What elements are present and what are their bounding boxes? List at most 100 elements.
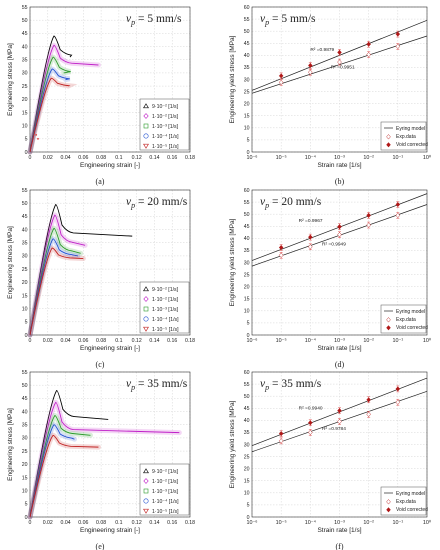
legend-entry: Void corrected [396, 507, 428, 513]
x-tick-label: 10⁻⁵ [276, 338, 287, 344]
panel-a: 0 0.02 0.04 0.06 0.08 0.1 0.12 0.14 0.16 0.18 0 5 10… [7, 5, 195, 186]
legend-entry: 1·10⁻⁵ [1/s] [152, 509, 179, 515]
y-tick-label: 15 [244, 114, 250, 120]
y-tick-label: 55 [244, 382, 250, 388]
data-point-exp [366, 411, 371, 417]
series-line [29, 238, 79, 336]
legend-marker-filled-diamond [386, 325, 391, 331]
legend-entry: 1·10⁻⁴ [1/s] [152, 499, 179, 505]
y-axis-label: Engineering yield stress [MPa] [229, 218, 236, 306]
x-tick-label: 10⁻³ [334, 338, 345, 344]
data-point-void-corrected [278, 431, 284, 437]
x-tick-label: 0 [29, 338, 32, 344]
legend-entry: Void corrected [396, 325, 428, 331]
y-tick-label: 30 [244, 77, 250, 83]
speed-label: vp = 20 mm/s [126, 196, 188, 210]
y-tick-label: 20 [22, 280, 28, 286]
data-point-void-corrected [308, 234, 313, 240]
legend-entry: 1·10⁻³ [1/s] [152, 489, 179, 495]
series-line [29, 35, 73, 153]
y-tick-label: 60 [244, 370, 250, 376]
x-tick-label: 10⁻² [363, 520, 374, 526]
x-tick-label: 0.18 [185, 338, 195, 344]
legend-marker-circle [143, 316, 149, 322]
x-tick-label: 10⁰ [423, 338, 431, 344]
y-tick-label: 15 [244, 297, 250, 303]
data-point-exp [308, 69, 313, 75]
legend-entry: 1·10⁻² [1/s] [152, 114, 179, 120]
legend-marker-diamond [143, 478, 149, 484]
speed-label: vp = 5 mm/s [260, 13, 316, 27]
y-tick-label: 40 [244, 53, 250, 59]
data-point-void-corrected [366, 397, 371, 403]
legend-marker-triangle [143, 468, 149, 474]
data-point-void-corrected [395, 386, 401, 392]
legend-entry: Exp.data [396, 317, 416, 323]
data-point-void-corrected [278, 244, 284, 251]
panel-caption: (c) [96, 360, 105, 369]
y-tick-label: 30 [22, 71, 28, 77]
legend-marker-triangle-down [143, 508, 149, 514]
x-tick-label: 0.08 [96, 155, 106, 161]
plot-frame [29, 189, 191, 336]
plot-frame [29, 6, 191, 153]
legend-marker-open-diamond [386, 317, 391, 323]
y-tick-label: 45 [244, 41, 250, 47]
y-axis-label: Engineering yield stress [MPa] [229, 400, 236, 488]
legend-entry: Eyring model [396, 126, 425, 132]
x-tick-label: 0.1 [115, 155, 122, 161]
y-tick-label: 50 [244, 29, 250, 35]
series-line [29, 424, 75, 518]
data-point-exp [308, 429, 313, 436]
legend-entry: 1·10⁻³ [1/s] [152, 307, 179, 313]
y-tick-label: 35 [22, 241, 28, 247]
y-tick-label: 0 [247, 515, 250, 521]
x-tick-label: 0 [29, 520, 32, 526]
y-tick-label: 25 [244, 454, 250, 460]
legend-entry: 9·10⁻² [1/s] [152, 104, 179, 110]
y-tick-label: 5 [25, 320, 28, 326]
data-point-exp [308, 244, 313, 250]
y-axis-label: Engineering stress [MPa] [7, 226, 14, 299]
y-tick-label: 20 [22, 462, 28, 468]
legend-marker-open-diamond [386, 499, 391, 505]
data-point-void-corrected [308, 62, 313, 69]
legend-marker-triangle-down [143, 326, 149, 332]
y-tick-label: 25 [22, 84, 28, 90]
legend-entry: Exp.data [396, 499, 416, 505]
legend-marker-square [143, 488, 149, 494]
panel-caption: (d) [335, 360, 345, 369]
r-squared-annotation: R² =0.9967 [299, 218, 323, 224]
data-point-exp [337, 59, 342, 65]
x-axis-label: Engineering strain [-] [80, 162, 140, 169]
x-tick-label: 10⁻³ [334, 155, 345, 161]
data-point-exp [278, 252, 284, 258]
r-squared-annotation: R² =0.9879 [310, 47, 334, 53]
plot-frame [29, 371, 191, 518]
x-tick-label: 0.06 [78, 155, 88, 161]
y-tick-label: 0 [25, 333, 28, 339]
x-tick-label: 10⁻³ [334, 520, 345, 526]
y-tick-label: 5 [247, 138, 250, 144]
speed-label: vp = 20 mm/s [260, 196, 322, 210]
y-tick-label: 55 [22, 5, 28, 11]
y-tick-label: 15 [22, 475, 28, 481]
x-tick-label: 0.1 [115, 520, 122, 526]
legend-entry: Eyring model [396, 309, 425, 315]
data-point-void-corrected [337, 224, 342, 230]
data-point-exp [395, 43, 401, 50]
x-tick-label: 10⁻⁵ [276, 520, 287, 526]
y-tick-label: 0 [247, 333, 250, 339]
series-line [29, 401, 180, 518]
x-tick-label: 0.16 [167, 520, 177, 526]
y-tick-label: 55 [244, 200, 250, 206]
legend-marker-open-diamond [386, 134, 391, 140]
y-tick-label: 55 [244, 17, 250, 23]
y-tick-label: 40 [22, 227, 28, 233]
panel-caption: (e) [96, 542, 105, 550]
legend-marker-diamond [143, 113, 149, 119]
y-tick-label: 0 [25, 150, 28, 156]
series-line [29, 214, 86, 336]
y-tick-label: 60 [244, 5, 250, 11]
legend-entry: 1·10⁻⁴ [1/s] [152, 317, 179, 323]
